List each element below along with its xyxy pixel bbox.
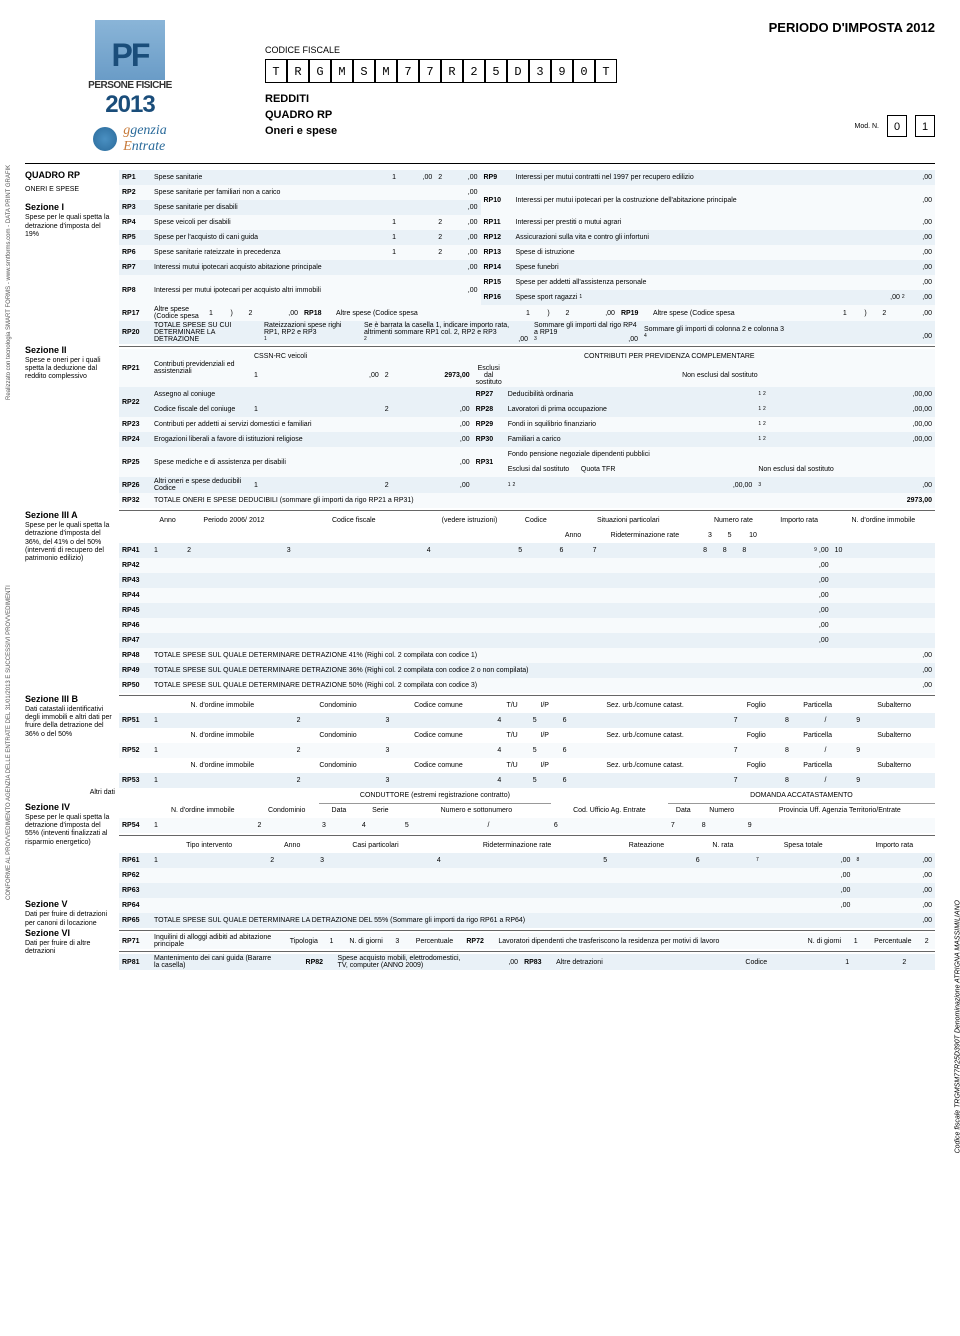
- sez1-sub: Spese per le quali spetta la detrazione …: [25, 214, 115, 239]
- sez3b-sub: Dati catastali identificativi degli immo…: [25, 706, 115, 740]
- content: QUADRO RP ONERI E SPESE Sezione I Spese …: [25, 170, 935, 970]
- sez3a-title: Sezione III A: [25, 510, 115, 520]
- sezione3a-table: Anno Periodo 2006/ 2012 Codice fiscale (…: [119, 513, 935, 693]
- rp17-19-row: RP17Altre spese (Codice spesa1)2,00 RP18…: [119, 305, 935, 321]
- cf-box-5: M: [375, 59, 397, 83]
- sez6-sub: Dati per fruire di altre detrazioni: [25, 940, 115, 957]
- cf-box-8: R: [441, 59, 463, 83]
- header-right: PERIODO D'IMPOSTA 2012 CODICE FISCALE TR…: [235, 20, 935, 137]
- sez4-sub: Spese per le quali spetta la detrazione …: [25, 814, 115, 848]
- cf-box-0: T: [265, 59, 287, 83]
- agenzia-logo-icon: [93, 127, 117, 151]
- persone-fisiche: PERSONE FISICHE: [88, 80, 172, 91]
- cf-box-6: 7: [397, 59, 419, 83]
- cf-box-14: 0: [573, 59, 595, 83]
- cf-box-10: 5: [485, 59, 507, 83]
- side-text-left2: CONFORME AL PROVVEDIMENTO AGENZIA DELLE …: [6, 585, 12, 900]
- cf-box-9: 2: [463, 59, 485, 83]
- cf-box-3: M: [331, 59, 353, 83]
- side-text-left: Realizzato con tecnologia SMART FORMS - …: [6, 165, 12, 400]
- cf-box-4: S: [353, 59, 375, 83]
- cf-box-13: 9: [551, 59, 573, 83]
- year: 2013: [105, 91, 154, 119]
- sez3a-sub: Spese per le quali spetta la detrazione …: [25, 522, 115, 564]
- agenzia-text: ggenziaEntrate: [123, 123, 167, 155]
- cf-box-1: R: [287, 59, 309, 83]
- sez5-sub: Dati per fruire di detrazioni per canoni…: [25, 911, 115, 928]
- oneri-spese-label: ONERI E SPESE: [25, 186, 115, 194]
- rp20-row: RP20 TOTALE SPESE SU CUI DETERMINARE LA …: [119, 321, 935, 344]
- redditi-title: REDDITI: [265, 93, 337, 105]
- pf-mark: PF: [95, 20, 165, 80]
- quadro-title: QUADRO RP: [265, 109, 337, 121]
- cf-label: CODICE FISCALE: [265, 45, 935, 55]
- sez2-sub: Spese e oneri per i quali spetta la dedu…: [25, 357, 115, 382]
- side-text-right: Codice fiscale TRGMSM77R25D390T Denomina…: [954, 900, 960, 1153]
- cf-box-7: 7: [419, 59, 441, 83]
- periodo-imposta: PERIODO D'IMPOSTA 2012: [265, 20, 935, 35]
- modn-box-0: 0: [887, 115, 907, 137]
- modn-label: Mod. N.: [854, 123, 879, 130]
- header: PF PERSONE FISICHE 2013 ggenziaEntrate P…: [25, 20, 935, 155]
- cf-box-11: D: [507, 59, 529, 83]
- sezione3b-table: N. d'ordine immobile Condominio Codice c…: [119, 698, 935, 788]
- main-column: RP1Spese sanitarie1,002,00RP9Interessi p…: [119, 170, 935, 970]
- logo-area: PF PERSONE FISICHE 2013 ggenziaEntrate: [25, 20, 235, 155]
- altri-dati-label: Altri dati: [25, 789, 115, 797]
- quadro-rp-label: QUADRO RP: [25, 170, 115, 180]
- cf-box-15: T: [595, 59, 617, 83]
- cf-box-2: G: [309, 59, 331, 83]
- sez3b-title: Sezione III B: [25, 694, 115, 704]
- left-column: QUADRO RP ONERI E SPESE Sezione I Spese …: [25, 170, 115, 970]
- modn: Mod. N. 0 1: [854, 115, 935, 137]
- agenzia: ggenziaEntrate: [93, 123, 167, 155]
- sez1-title: Sezione I: [25, 202, 115, 212]
- logo-pf: PF: [95, 20, 165, 80]
- cf-box-12: 3: [529, 59, 551, 83]
- sezione5-table: RP71 Inquilini di alloggi adibiti ad abi…: [119, 933, 935, 949]
- sezione1-table: RP1Spese sanitarie1,002,00RP9Interessi p…: [119, 170, 935, 305]
- rp54-table: CONDUTTORE (estremi registrazione contra…: [119, 788, 935, 833]
- sez4-title: Sezione IV: [25, 802, 115, 812]
- sez6-title: Sezione VI: [25, 928, 115, 938]
- header-titles: REDDITI QUADRO RP Oneri e spese Mod. N. …: [265, 93, 935, 137]
- cf-boxes: TRGMSM77R25D390T: [265, 59, 935, 83]
- sezione4-table: Tipo intervento Anno Casi particolari Ri…: [119, 838, 935, 928]
- sez2-title: Sezione II: [25, 345, 115, 355]
- oneri-title: Oneri e spese: [265, 125, 337, 137]
- sez5-title: Sezione V: [25, 899, 115, 909]
- sezione2-table: RP21 Contributi previdenziali ed assiste…: [119, 349, 935, 508]
- modn-box-1: 1: [915, 115, 935, 137]
- sezione6-table: RP81 Mantenimento dei cani guida (Bararr…: [119, 954, 935, 970]
